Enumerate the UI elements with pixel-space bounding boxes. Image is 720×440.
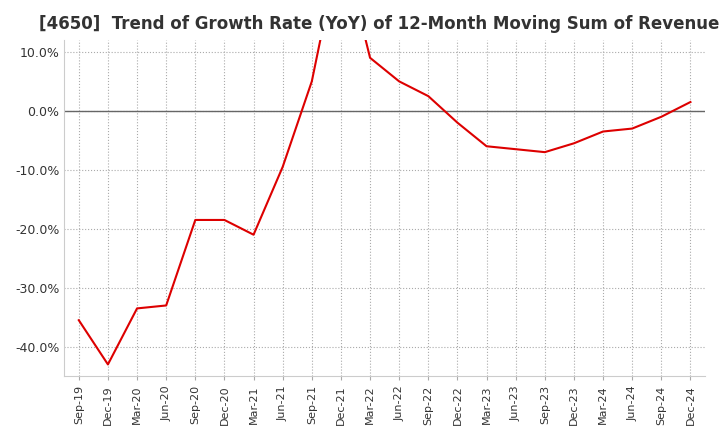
Title: [4650]  Trend of Growth Rate (YoY) of 12-Month Moving Sum of Revenues: [4650] Trend of Growth Rate (YoY) of 12-… <box>40 15 720 33</box>
